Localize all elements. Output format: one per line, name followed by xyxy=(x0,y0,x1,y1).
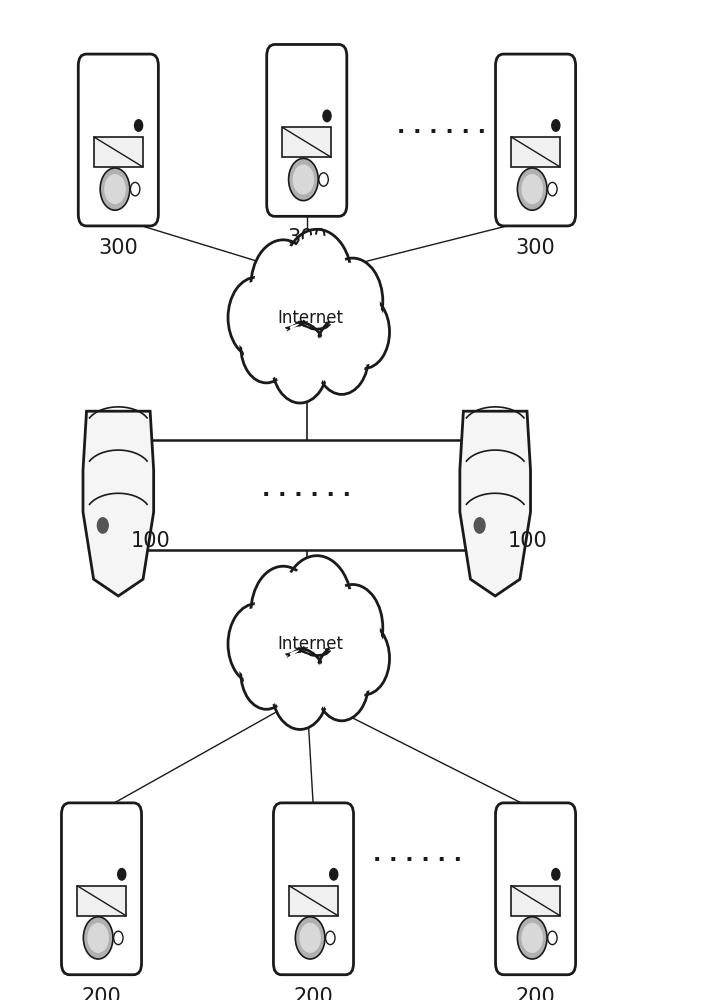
Circle shape xyxy=(293,165,313,194)
Circle shape xyxy=(282,229,352,329)
Circle shape xyxy=(118,869,125,880)
Circle shape xyxy=(341,300,386,364)
Circle shape xyxy=(522,924,543,952)
Text: Internet: Internet xyxy=(277,309,343,327)
Circle shape xyxy=(114,931,123,945)
Circle shape xyxy=(315,318,369,394)
Circle shape xyxy=(254,245,312,326)
Circle shape xyxy=(341,626,386,691)
Text: 300: 300 xyxy=(287,228,327,248)
Circle shape xyxy=(547,931,557,945)
Circle shape xyxy=(272,322,328,403)
Bar xyxy=(283,127,331,157)
Circle shape xyxy=(241,310,292,383)
Circle shape xyxy=(228,604,285,684)
Circle shape xyxy=(295,917,325,959)
Circle shape xyxy=(275,327,325,398)
Circle shape xyxy=(275,654,325,725)
Bar xyxy=(511,137,560,167)
Circle shape xyxy=(323,110,331,122)
Text: 200: 200 xyxy=(294,987,334,1000)
Circle shape xyxy=(241,636,292,709)
Circle shape xyxy=(272,649,328,729)
FancyBboxPatch shape xyxy=(273,803,353,975)
Circle shape xyxy=(286,235,348,323)
Circle shape xyxy=(300,924,320,952)
Circle shape xyxy=(286,562,348,650)
FancyBboxPatch shape xyxy=(79,54,158,226)
FancyBboxPatch shape xyxy=(62,803,142,975)
Polygon shape xyxy=(475,446,494,545)
Circle shape xyxy=(329,869,338,880)
Circle shape xyxy=(522,175,543,204)
Circle shape xyxy=(100,168,130,210)
Circle shape xyxy=(322,258,383,344)
Circle shape xyxy=(289,158,318,201)
Circle shape xyxy=(326,263,379,339)
Circle shape xyxy=(254,572,312,653)
Circle shape xyxy=(318,649,365,716)
FancyBboxPatch shape xyxy=(266,44,347,216)
Circle shape xyxy=(105,175,125,204)
Circle shape xyxy=(244,641,289,705)
Circle shape xyxy=(326,590,379,666)
Circle shape xyxy=(318,322,365,390)
Polygon shape xyxy=(83,411,154,596)
Circle shape xyxy=(244,314,289,379)
Text: 300: 300 xyxy=(98,238,138,258)
Circle shape xyxy=(552,120,560,131)
Bar xyxy=(139,440,475,550)
Circle shape xyxy=(319,173,328,186)
Circle shape xyxy=(231,609,281,679)
Circle shape xyxy=(475,518,485,533)
Circle shape xyxy=(251,240,315,332)
Circle shape xyxy=(315,644,369,721)
Text: 300: 300 xyxy=(516,238,555,258)
Bar xyxy=(77,886,125,916)
Circle shape xyxy=(339,296,390,368)
Circle shape xyxy=(547,182,557,196)
Circle shape xyxy=(325,931,335,945)
FancyBboxPatch shape xyxy=(496,54,576,226)
FancyBboxPatch shape xyxy=(496,803,576,975)
Text: · · · · · ·: · · · · · · xyxy=(374,850,462,870)
Circle shape xyxy=(322,584,383,671)
Circle shape xyxy=(552,869,560,880)
Circle shape xyxy=(83,917,113,959)
Circle shape xyxy=(97,518,108,533)
Polygon shape xyxy=(120,446,139,545)
Text: 200: 200 xyxy=(516,987,555,1000)
Bar xyxy=(290,886,338,916)
Circle shape xyxy=(251,566,315,658)
Circle shape xyxy=(339,622,390,695)
Text: 100: 100 xyxy=(130,531,170,551)
Text: 200: 200 xyxy=(81,987,121,1000)
Bar xyxy=(94,137,142,167)
Circle shape xyxy=(282,556,352,656)
Text: · · · · · ·: · · · · · · xyxy=(397,122,486,142)
Text: Internet: Internet xyxy=(277,635,343,653)
Circle shape xyxy=(228,277,285,358)
Circle shape xyxy=(517,917,547,959)
Text: 100: 100 xyxy=(508,531,547,551)
Circle shape xyxy=(231,282,281,353)
Text: · · · · · ·: · · · · · · xyxy=(262,485,351,505)
Circle shape xyxy=(135,120,142,131)
Bar xyxy=(511,886,560,916)
Polygon shape xyxy=(460,411,531,596)
Circle shape xyxy=(517,168,547,210)
Circle shape xyxy=(88,924,108,952)
Circle shape xyxy=(130,182,140,196)
